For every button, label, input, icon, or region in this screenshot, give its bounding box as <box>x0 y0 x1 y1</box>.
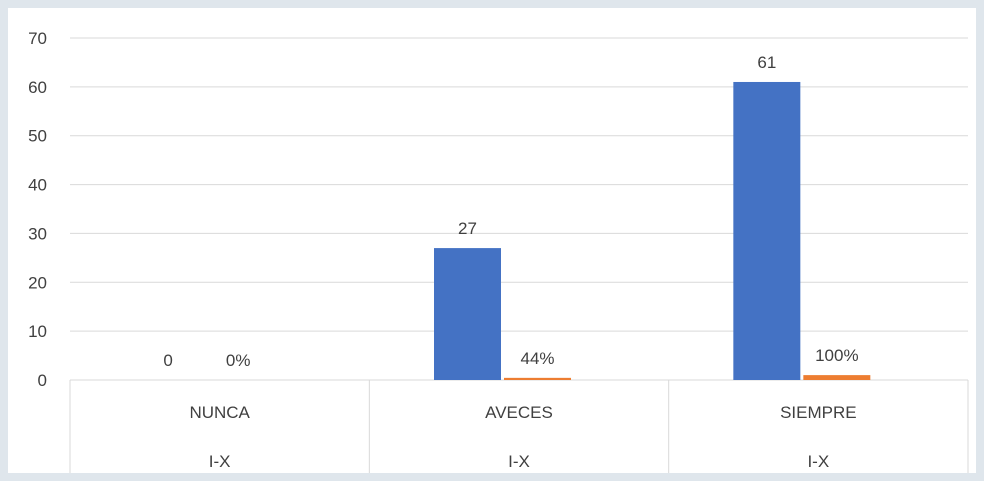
y-tick-label: 60 <box>28 78 47 97</box>
axes: 0 10 20 30 40 50 60 70 NUNCA I-X AVECES I-X SIEMPRE I… <box>28 29 969 473</box>
y-tick-label: 10 <box>28 322 47 341</box>
bar-series-2 <box>803 375 871 380</box>
y-tick-label: 30 <box>28 224 47 243</box>
chart-frame <box>8 8 976 473</box>
x-category-label: AVECES <box>485 403 553 422</box>
bar-series-1 <box>434 248 501 380</box>
data-label-series-1: 61 <box>757 53 776 72</box>
data-label-series-2: 44% <box>520 349 554 368</box>
y-tick-label: 50 <box>28 127 47 146</box>
data-label-series-2: 100% <box>815 346 858 365</box>
x-category-label: NUNCA <box>189 403 250 422</box>
gridlines <box>70 37 968 381</box>
bars <box>434 81 871 380</box>
data-label-series-2: 0% <box>226 351 251 370</box>
y-tick-label: 20 <box>28 273 47 292</box>
y-tick-label: 0 <box>38 371 47 390</box>
y-tick-label: 40 <box>28 176 47 195</box>
bar-series-1 <box>733 81 801 380</box>
data-label-series-1: 27 <box>458 219 477 238</box>
bar-series-2 <box>504 377 571 380</box>
data-labels: 0 0% 27 44% 61 100% <box>163 53 858 370</box>
x-category-label: SIEMPRE <box>780 403 857 422</box>
y-tick-label: 70 <box>28 29 47 48</box>
x-group-label: I-X <box>209 452 231 471</box>
x-group-label: I-X <box>807 452 829 471</box>
x-group-label: I-X <box>508 452 530 471</box>
data-label-series-1: 0 <box>163 351 172 370</box>
